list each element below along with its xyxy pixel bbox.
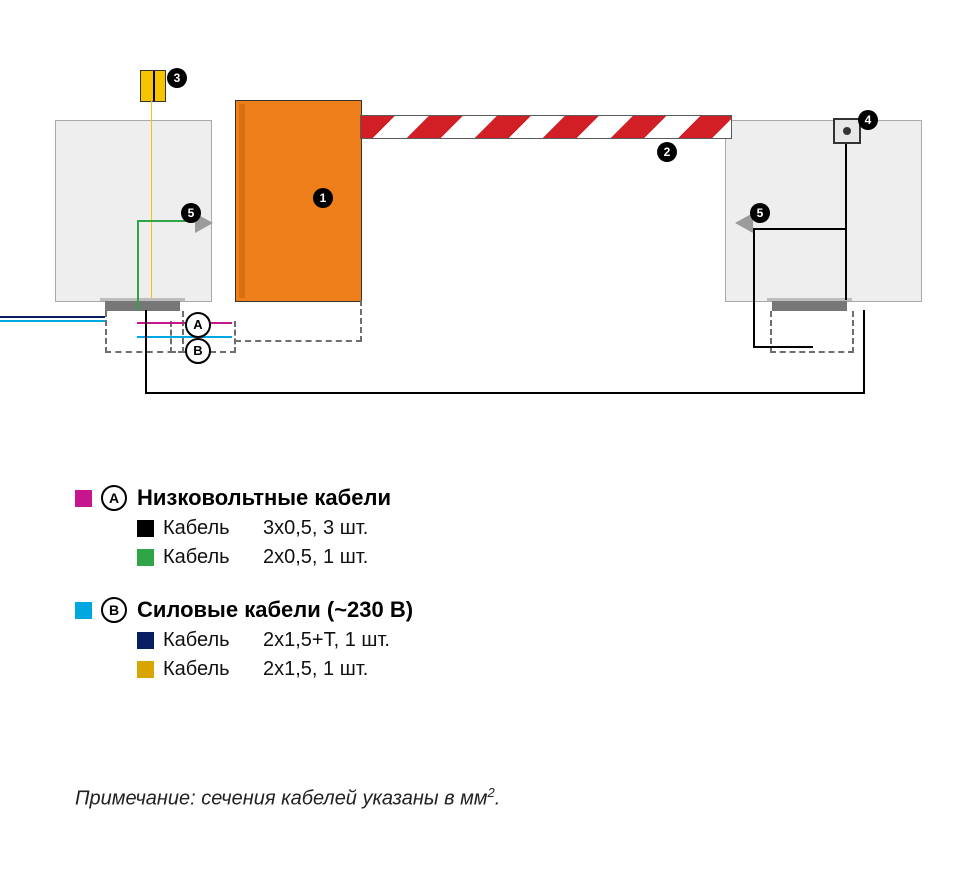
callout-1: 1 [313,188,333,208]
cable-spec-b0: 2x1,5+T, 1 шт. [263,629,390,652]
callout-3: 3 [167,68,187,88]
warning-lamp [140,70,166,102]
legend-A-title: Низковольтные кабели [137,485,391,511]
bus-cable-up-right [863,310,865,392]
callout-5a: 5 [181,203,201,223]
swatch-black [137,520,154,537]
lamp-cable [151,100,152,298]
cable-spec-b1: 2x1,5, 1 шт. [263,658,368,681]
legend-A-item-0: Кабель 3x0,5, 3 шт. [137,517,895,540]
swatch-navy [137,632,154,649]
footnote-suffix: . [495,788,501,810]
cable-spec-a1: 2x0,5, 1 шт. [263,546,368,569]
barrier-arm [360,115,732,139]
cable-label-b1: Кабель [163,658,263,681]
barrier-cabinet [235,100,362,302]
legend-ring-B: B [101,597,127,623]
incoming-navy [0,316,105,318]
swatch-magenta [75,490,92,507]
duct-cabinet [235,300,362,342]
cable-spec-a0: 3x0,5, 3 шт. [263,517,368,540]
legend-ring-A: A [101,485,127,511]
footnote: Примечание: сечения кабелей указаны в мм… [75,785,500,811]
legend-B-title: Силовые кабели (~230 В) [137,597,413,623]
swatch-cyan [75,602,92,619]
cable-label-a1: Кабель [163,546,263,569]
footnote-prefix: Примечание: сечения кабелей указаны в мм [75,788,488,810]
bus-cable-down-left [145,310,147,392]
black-cable-right-h [753,228,847,230]
pillar-right-base [772,301,847,311]
swatch-green [137,549,154,566]
cyan-cable [137,336,232,338]
barrier-diagram: 1 2 3 4 5 5 A B [55,120,920,430]
black-cable-right-v1 [753,228,755,346]
ring-A: A [185,312,211,338]
cable-label-b0: Кабель [163,629,263,652]
incoming-cyan [0,320,105,322]
footnote-sup: 2 [488,785,495,800]
camera-post [845,140,847,300]
legend-group-B-header: B Силовые кабели (~230 В) [75,597,895,623]
callout-4: 4 [858,110,878,130]
pillar-left-base [105,301,180,311]
legend-B-item-0: Кабель 2x1,5+T, 1 шт. [137,629,895,652]
swatch-olive [137,661,154,678]
callout-5b: 5 [750,203,770,223]
legend-B-item-1: Кабель 2x1,5, 1 шт. [137,658,895,681]
green-cable-v [137,220,139,310]
legend-group-A-header: A Низковольтные кабели [75,485,895,511]
callout-2: 2 [657,142,677,162]
camera [833,118,861,144]
ring-B: B [185,338,211,364]
bus-cable-top-right [753,346,813,348]
cable-label-a0: Кабель [163,517,263,540]
bus-cable-bottom [145,392,865,394]
legend-A-item-1: Кабель 2x0,5, 1 шт. [137,546,895,569]
legend: A Низковольтные кабели Кабель 3x0,5, 3 ш… [75,485,895,687]
